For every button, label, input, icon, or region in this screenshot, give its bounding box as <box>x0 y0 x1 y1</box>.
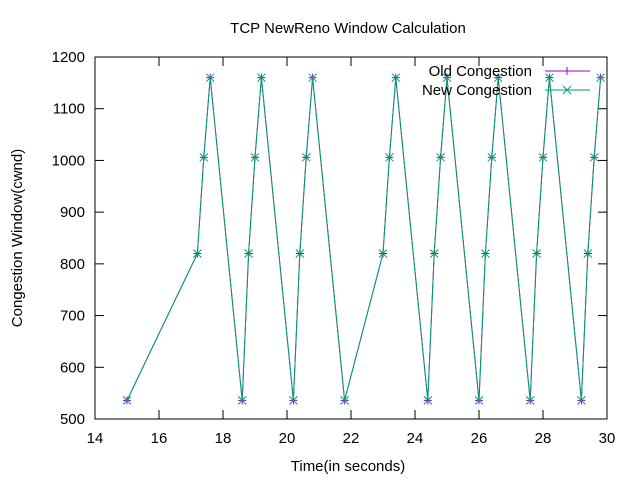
x-tick-label: 20 <box>279 430 296 447</box>
data-point-series-2 <box>391 73 401 83</box>
data-point-series-2 <box>583 249 593 258</box>
data-point-series-2 <box>205 73 215 83</box>
data-point-series-2 <box>244 249 253 258</box>
data-point-series-2 <box>122 396 132 405</box>
data-point-series-2 <box>532 249 541 258</box>
y-tick-label: 500 <box>60 411 85 428</box>
data-point-series-2 <box>301 152 311 162</box>
legend-label-2: New Congestion <box>422 82 532 99</box>
data-point-series-2 <box>295 249 305 258</box>
data-point-series-2 <box>577 396 586 405</box>
data-point-series-2 <box>525 396 535 405</box>
plot-axes: 14 16 18 20 22 24 26 28 30 500 600 700 800 900 1000 110… <box>52 49 616 447</box>
data-point-series-2 <box>545 73 554 83</box>
data-point-series-2 <box>199 152 209 162</box>
data-point-series-2 <box>481 249 490 258</box>
legend-marker-2 <box>562 85 572 95</box>
plot-frame <box>94 56 608 420</box>
x-tick-label: 16 <box>151 430 168 447</box>
data-point-series-2 <box>423 396 433 405</box>
data-point-series-2 <box>487 152 497 162</box>
data-point-series-2 <box>250 152 260 162</box>
data-point-series-2 <box>193 249 202 258</box>
y-tick-label: 1100 <box>53 101 85 118</box>
x-tick-label: 28 <box>535 430 552 447</box>
y-tick-label: 1000 <box>52 152 85 169</box>
x-tick-label: 22 <box>343 430 360 447</box>
legend-marker-1 <box>563 67 571 75</box>
data-point-series-2 <box>385 152 394 162</box>
data-point-series-2 <box>257 73 266 83</box>
data-point-series-2 <box>474 396 484 405</box>
x-tick-label: 14 <box>87 430 104 447</box>
y-tick-label: 600 <box>60 359 85 376</box>
data-point-series-2 <box>289 396 298 405</box>
data-point-series-2 <box>308 73 317 83</box>
data-point-series-2 <box>589 152 599 162</box>
data-point-series-2 <box>436 152 445 162</box>
series-layer <box>122 73 605 405</box>
y-axis-label: Congestion Window(cwnd) <box>9 149 26 327</box>
y-tick-label: 700 <box>60 308 85 325</box>
y-tick-label: 900 <box>60 204 85 221</box>
x-axis-label: Time(in seconds) <box>291 458 405 475</box>
series-line-2 <box>126 77 602 401</box>
data-point-series-2 <box>429 249 439 258</box>
y-tick-label: 800 <box>60 256 85 273</box>
data-point-series-2 <box>378 249 388 258</box>
legend: Old Congestion New Congestion <box>422 63 590 99</box>
legend-label-1: Old Congestion <box>429 63 532 80</box>
data-point-series-2 <box>493 73 503 83</box>
data-point-series-2 <box>442 73 452 83</box>
x-tick-label: 26 <box>471 430 488 447</box>
data-point-series-2 <box>596 73 605 83</box>
x-tick-label: 24 <box>407 430 424 447</box>
chart-title: TCP NewReno Window Calculation <box>230 20 466 37</box>
x-tick-label: 18 <box>215 430 232 447</box>
data-point-series-2 <box>538 152 548 162</box>
x-tick-label: 30 <box>599 430 616 447</box>
data-point-series-2 <box>340 396 349 405</box>
y-tick-label: 1200 <box>52 49 85 66</box>
data-point-series-2 <box>237 396 247 405</box>
